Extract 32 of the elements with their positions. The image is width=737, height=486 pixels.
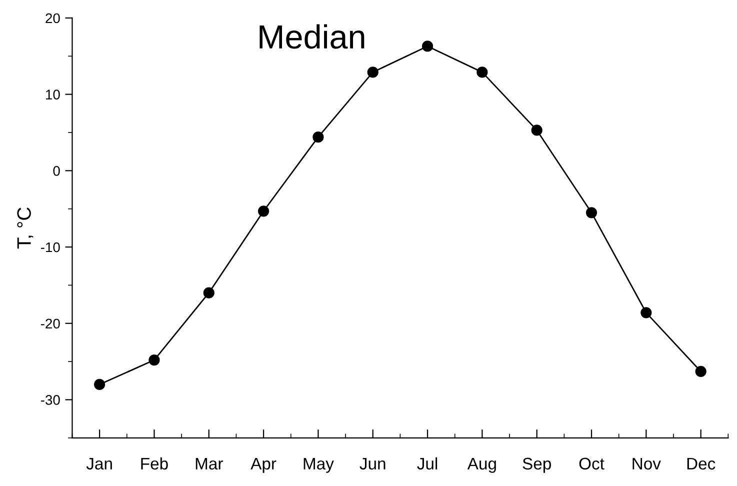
x-tick-label: May bbox=[304, 458, 334, 473]
point bbox=[531, 124, 542, 136]
point bbox=[422, 40, 434, 52]
y-tick-label: -30 bbox=[40, 395, 60, 405]
y-tick-label: -20 bbox=[40, 318, 60, 329]
x-tick-label: Oct bbox=[579, 458, 604, 470]
point bbox=[476, 66, 488, 78]
x-tick-label: Aug bbox=[467, 458, 496, 473]
point bbox=[586, 207, 598, 218]
y-tick-label: 0 bbox=[53, 166, 60, 176]
point bbox=[258, 206, 270, 217]
point bbox=[695, 366, 706, 378]
point bbox=[148, 354, 160, 366]
point bbox=[640, 307, 652, 318]
x-tick-label: Feb bbox=[141, 457, 168, 470]
y-axis-title: T, °C bbox=[17, 208, 34, 249]
y-tick-label: 20 bbox=[46, 13, 60, 24]
x-tick-label: Nov bbox=[632, 458, 661, 470]
x-tick-label: Sep bbox=[522, 458, 551, 473]
x-tick-label: Apr bbox=[250, 458, 276, 473]
chart-title: Median bbox=[260, 24, 364, 49]
y-tick-label: 10 bbox=[46, 90, 60, 100]
y-tick-label: -10 bbox=[40, 242, 60, 252]
x-tick-label: Mar bbox=[196, 458, 223, 470]
x-tick-label: Jun bbox=[360, 458, 386, 470]
point bbox=[312, 132, 324, 143]
x-tick-label: Dec bbox=[687, 458, 716, 470]
x-tick-label: Jul bbox=[417, 457, 438, 470]
point bbox=[367, 66, 378, 78]
point bbox=[203, 287, 214, 298]
x-tick-label: Jan bbox=[86, 458, 112, 470]
point bbox=[94, 378, 106, 390]
